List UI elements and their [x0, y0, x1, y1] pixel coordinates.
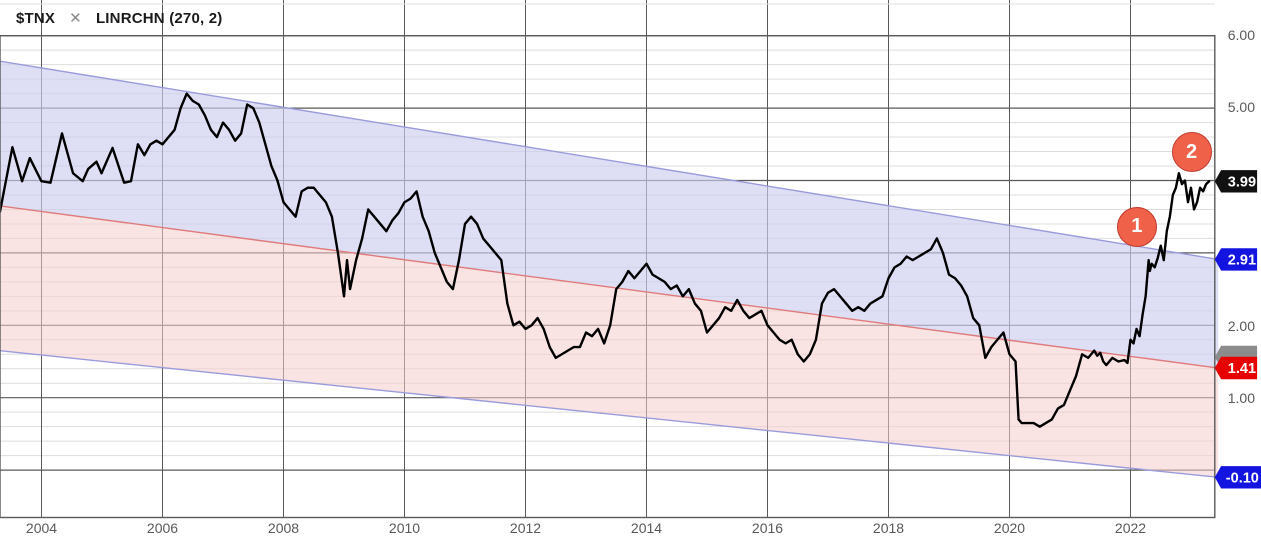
- svg-text:1.41: 1.41: [1228, 361, 1256, 377]
- svg-text:2.91: 2.91: [1228, 252, 1256, 268]
- svg-text:-0.10: -0.10: [1226, 470, 1259, 486]
- svg-text:3.99: 3.99: [1228, 174, 1256, 190]
